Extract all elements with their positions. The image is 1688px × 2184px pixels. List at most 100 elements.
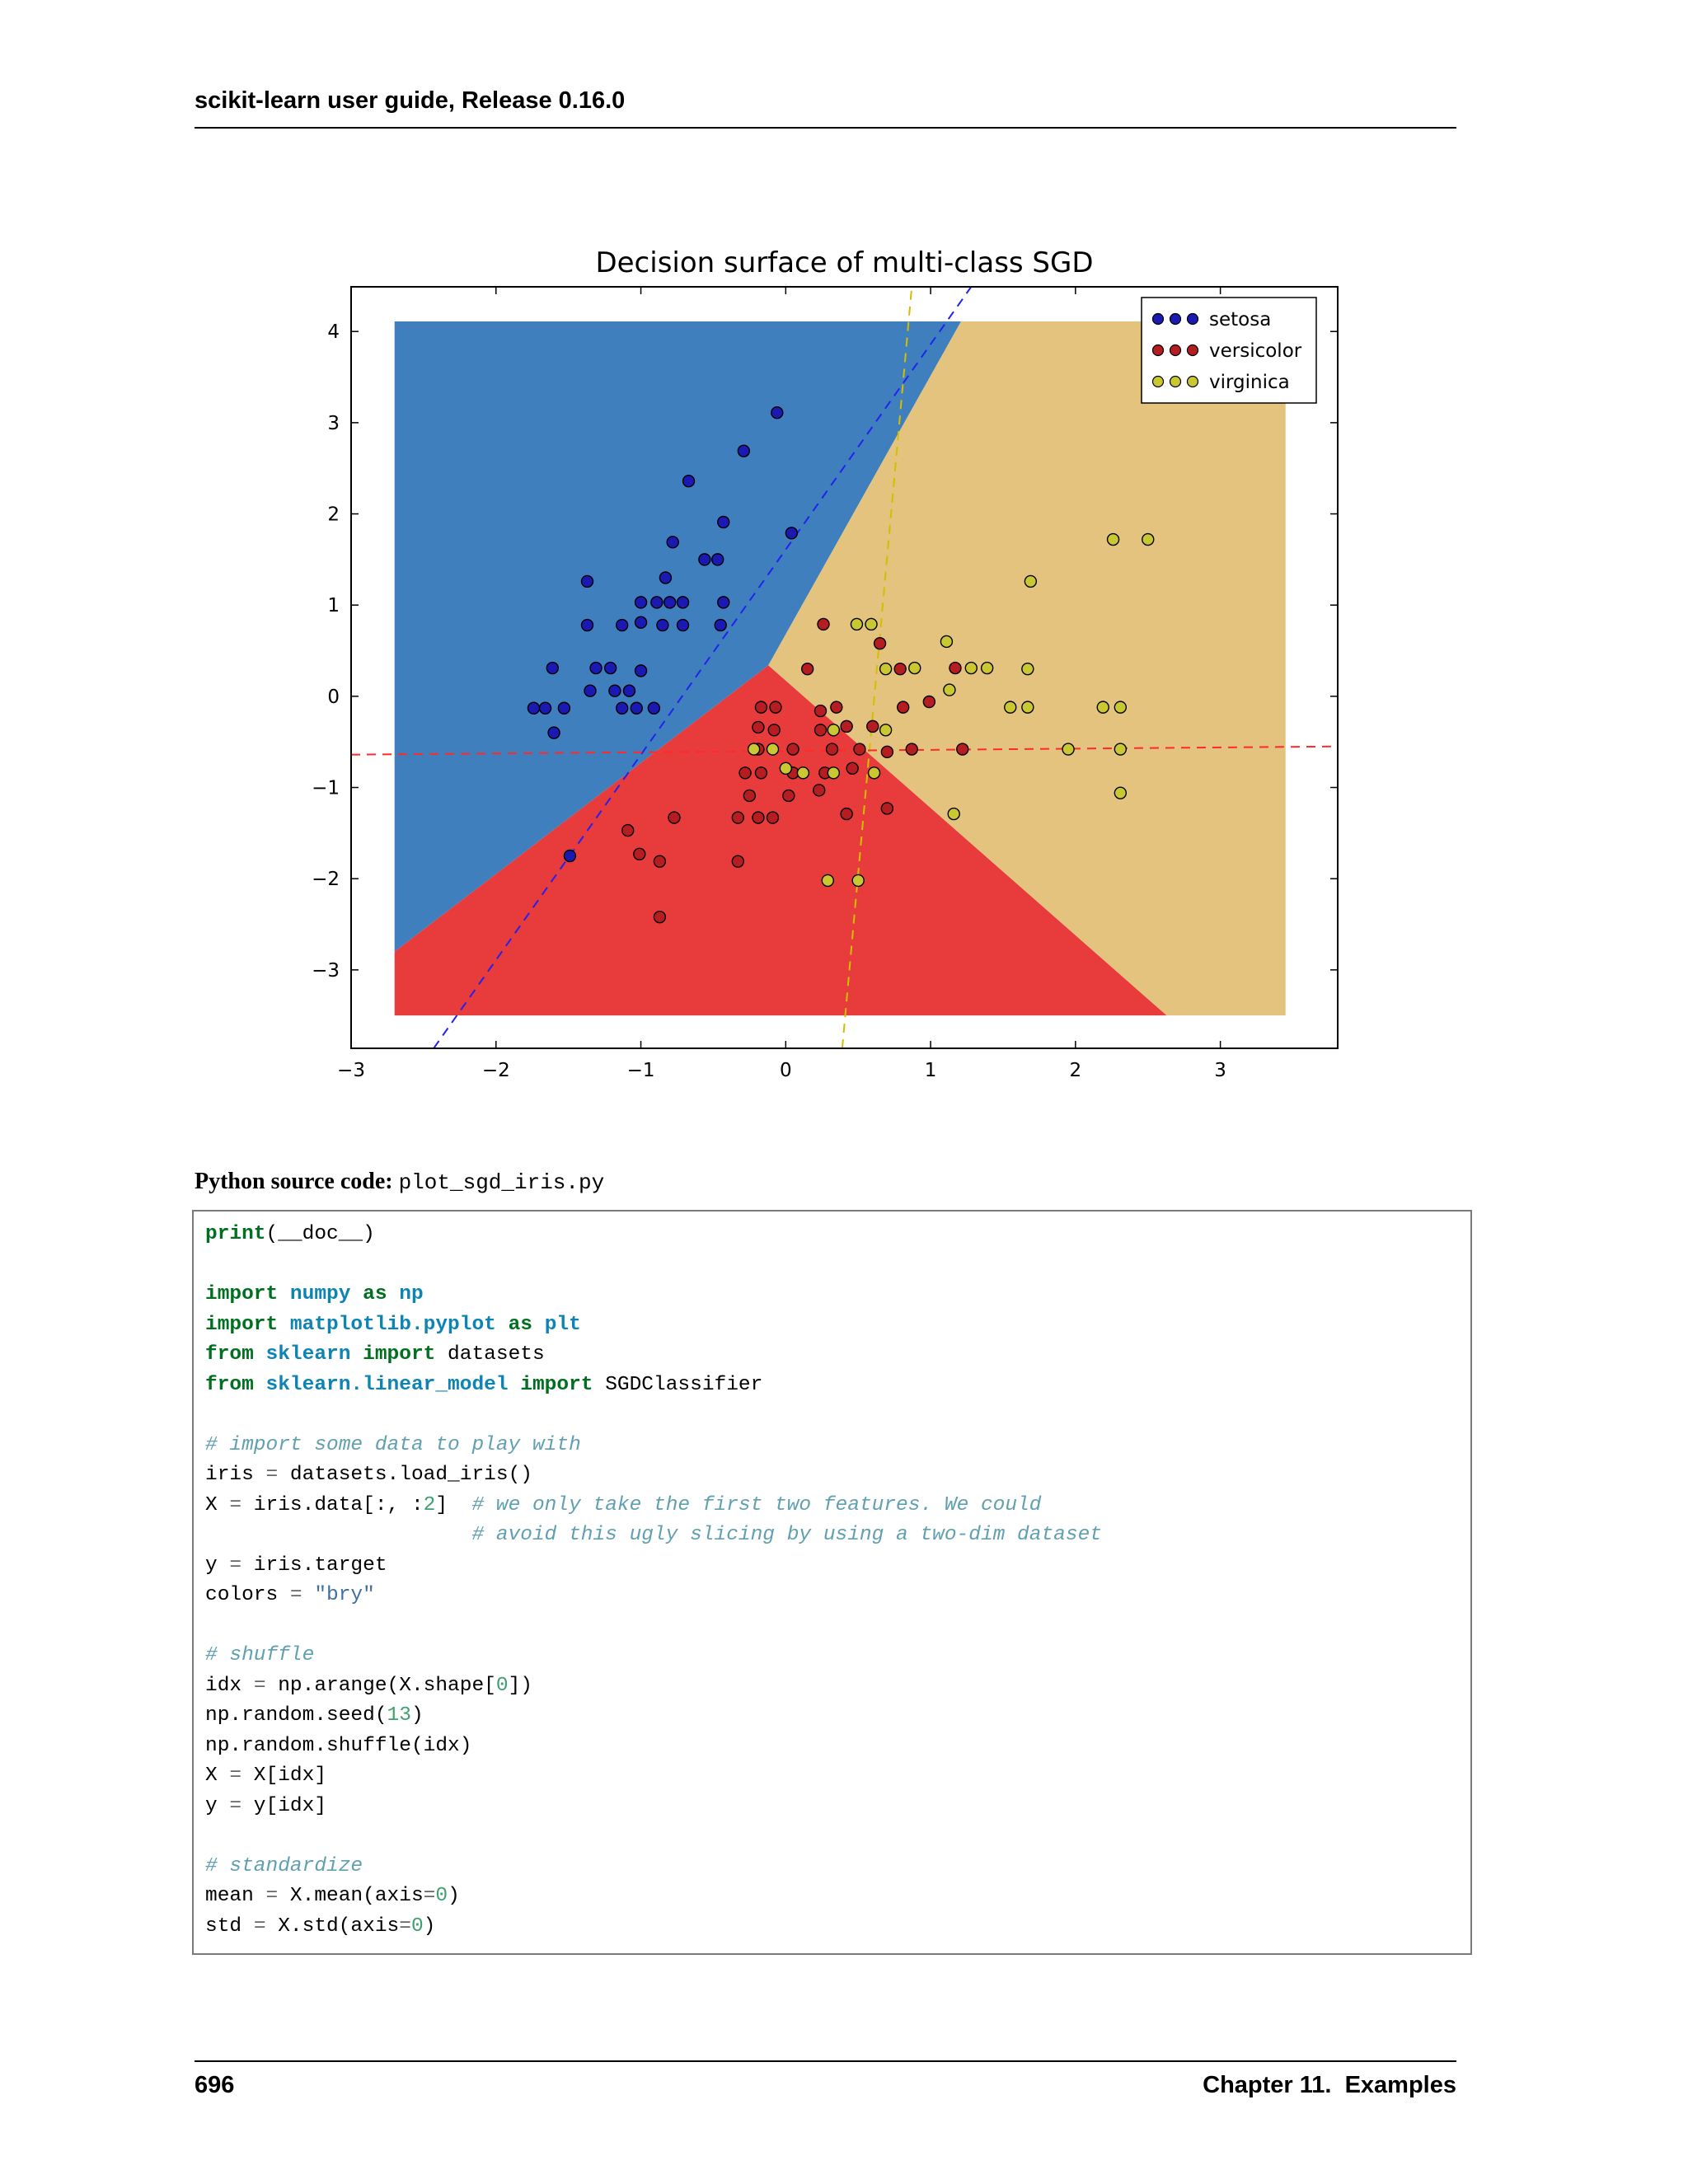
data-point: [527, 701, 541, 715]
data-point: [717, 515, 730, 529]
data-point: [880, 802, 894, 815]
data-point: [634, 616, 648, 629]
data-point: [754, 766, 768, 780]
data-point: [653, 855, 667, 868]
source-label: Python source code:: [195, 1169, 393, 1194]
x-tick-label: 0: [780, 1060, 792, 1081]
data-point: [538, 701, 552, 715]
code-line: X = iris.data[:, :2] # we only take the …: [205, 1493, 1042, 1516]
data-point: [634, 664, 648, 677]
header-rule: [195, 127, 1456, 129]
legend-marker: [1151, 344, 1165, 357]
decision-surface-chart: −3 −2 −1 0 1 2 3 −3 −2 −1 0 1 2 3 4 Decision surface of…: [312, 246, 1339, 1081]
data-point: [840, 719, 853, 733]
y-tick-label: 0: [327, 687, 340, 708]
data-point: [827, 766, 841, 780]
code-block: print(__doc__) import numpy as np import …: [192, 1210, 1472, 1955]
data-point: [821, 874, 834, 888]
data-point: [656, 618, 669, 632]
data-point: [676, 596, 690, 609]
x-tick-label: −3: [337, 1060, 365, 1081]
data-point: [769, 701, 782, 714]
data-point: [676, 618, 690, 632]
data-point: [711, 553, 724, 566]
code-line: # shuffle: [205, 1644, 315, 1666]
data-point: [589, 661, 603, 675]
data-point: [630, 701, 643, 715]
data-point: [1024, 574, 1038, 588]
data-point: [1096, 701, 1109, 714]
code-line: y = iris.target: [205, 1554, 387, 1577]
legend-marker: [1169, 375, 1182, 388]
data-point: [830, 701, 843, 714]
legend-marker: [1169, 312, 1182, 326]
code-line: # avoid this ugly slicing by using a two…: [471, 1524, 1102, 1546]
data-point: [731, 855, 745, 868]
data-point: [647, 701, 661, 715]
data-point: [608, 684, 621, 697]
y-tick-label: 1: [327, 595, 340, 616]
source-line: Python source code: plot_sgd_iris.py: [195, 1169, 604, 1195]
data-point: [940, 635, 954, 649]
data-point: [905, 743, 918, 756]
data-point: [615, 701, 629, 715]
data-point: [1114, 701, 1128, 714]
data-point: [943, 683, 956, 696]
versicolor-ova-dashed-line: [350, 745, 1339, 756]
data-point: [738, 766, 752, 780]
data-point: [827, 724, 841, 737]
data-point: [557, 701, 571, 715]
code-line: std = X.std(axis=0): [205, 1915, 436, 1938]
data-point: [622, 684, 636, 697]
code-line: print(__doc__): [205, 1223, 375, 1245]
data-point: [782, 789, 795, 803]
data-point: [547, 726, 560, 739]
data-point: [621, 823, 635, 837]
data-point: [1114, 786, 1128, 799]
x-tick-label: 2: [1070, 1060, 1082, 1081]
code-line: [205, 1611, 1459, 1642]
data-point: [668, 811, 681, 824]
code-line: from sklearn.linear_model import SGDClas…: [205, 1373, 763, 1396]
data-point: [893, 662, 907, 676]
data-point: [980, 661, 994, 675]
data-point: [1004, 701, 1017, 714]
series-versicolor: [621, 617, 969, 924]
data-point: [767, 724, 781, 737]
data-point: [814, 724, 828, 737]
legend-label: setosa: [1209, 309, 1271, 330]
legend-marker: [1186, 344, 1199, 357]
source-filename: plot_sgd_iris.py: [398, 1170, 605, 1195]
data-point: [896, 701, 910, 714]
data-point: [666, 536, 679, 549]
footer-rule: [195, 2060, 1456, 2062]
legend-marker: [1186, 375, 1199, 388]
page-number: 696: [195, 2072, 235, 2098]
series-setosa: [527, 406, 799, 863]
y-tick-label: 3: [327, 413, 340, 434]
code-line: np.random.seed(13): [205, 1704, 424, 1727]
data-point: [731, 811, 745, 824]
data-point: [714, 618, 727, 632]
region-versicolor: [394, 665, 1167, 1016]
page-header: scikit-learn user guide, Release 0.16.0: [195, 87, 626, 114]
data-point: [754, 701, 768, 714]
data-point: [1106, 532, 1120, 546]
axes-frame: [350, 286, 1339, 1049]
data-point: [880, 745, 894, 759]
data-point: [873, 636, 887, 650]
data-point: [922, 695, 936, 709]
code-line: # standardize: [205, 1854, 363, 1877]
chapter-label: Chapter 11. Examples: [1203, 2072, 1456, 2098]
data-point: [1142, 532, 1155, 546]
data-point: [1062, 743, 1075, 756]
region-setosa: [394, 321, 961, 952]
legend-marker: [1169, 344, 1182, 357]
code-line: import matplotlib.pyplot as plt: [205, 1313, 581, 1336]
y-tick-label: 2: [327, 504, 340, 526]
legend-label: virginica: [1209, 372, 1290, 393]
data-point: [603, 661, 617, 675]
data-point: [580, 574, 594, 588]
code-line: idx = np.arange(X.shape[0]): [205, 1674, 532, 1697]
code-line: np.random.shuffle(idx): [205, 1734, 472, 1757]
